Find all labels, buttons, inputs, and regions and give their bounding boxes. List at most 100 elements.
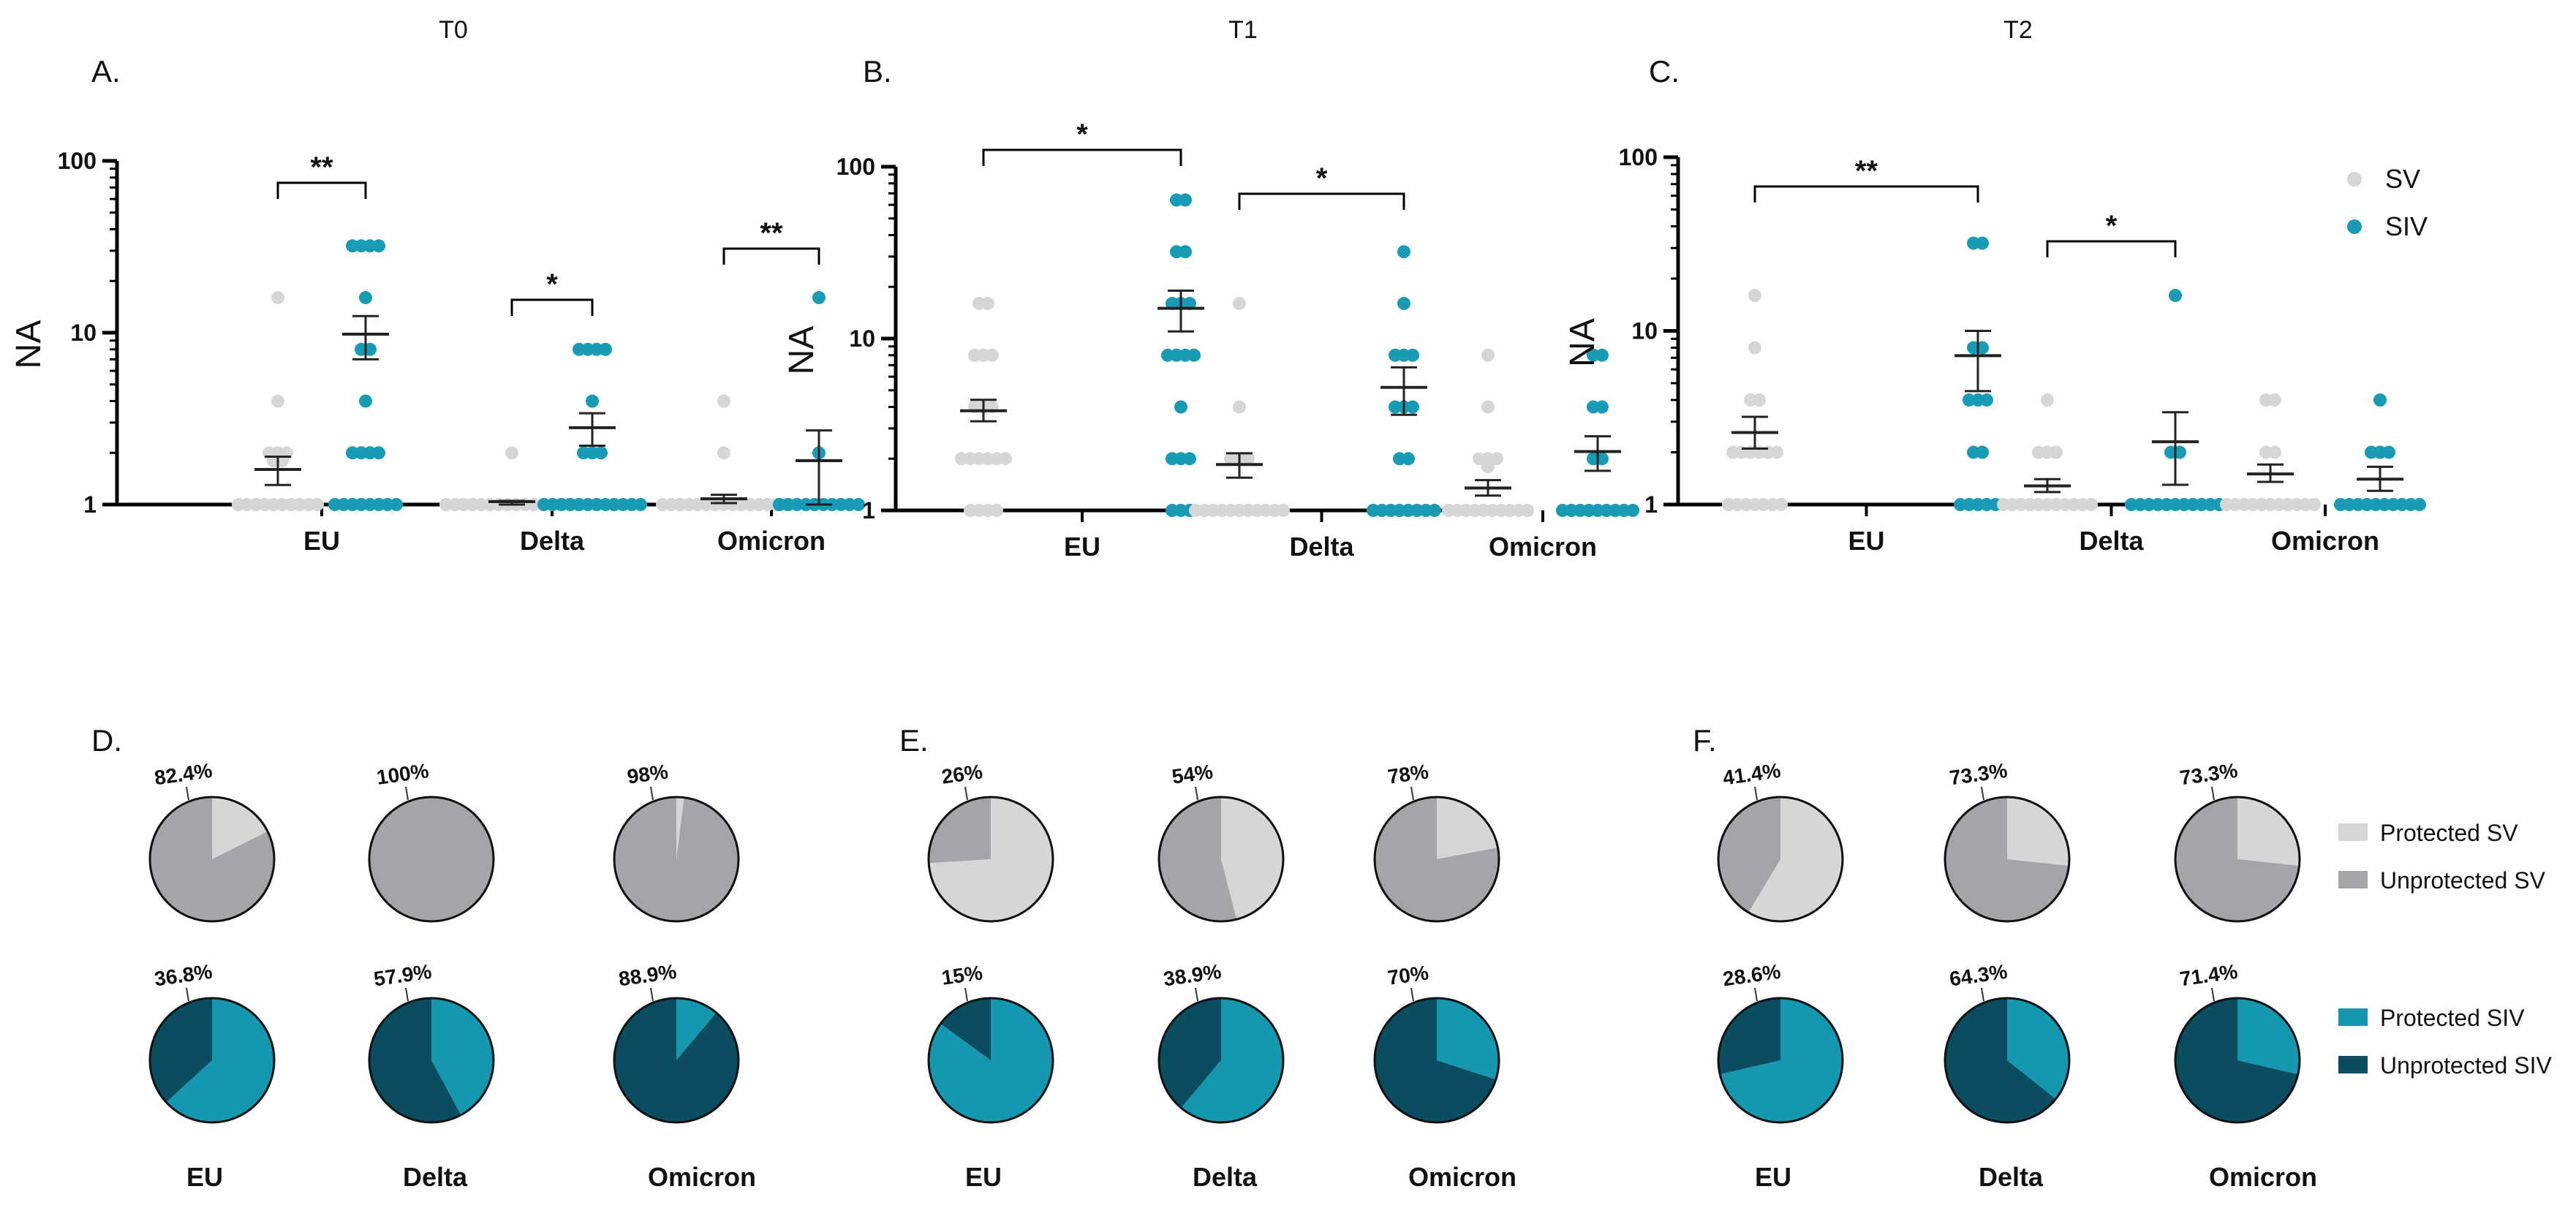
siv-point: [1626, 504, 1639, 517]
pie-label-leader: [650, 786, 654, 801]
pie-slice-protected: [676, 998, 717, 1060]
siv-point: [1976, 445, 1989, 459]
significance-bracket: [510, 298, 594, 316]
legend-swatch: [2338, 823, 2368, 841]
y-axis-label: NA: [1563, 318, 1602, 367]
pie-outline: [368, 997, 495, 1124]
pie-slice-protected: [166, 998, 274, 1122]
y-tick-label: 10: [849, 325, 875, 352]
siv-point: [1595, 400, 1609, 414]
y-tick-label: 1: [862, 497, 875, 524]
scatter-panel-t0: T0 A. NA 1 10 100 EU ** Delta * Omicron **: [10, 16, 865, 556]
sv-point: [505, 446, 518, 460]
pie-label-leader: [1195, 786, 1198, 801]
pie-chart: 41.4%: [1717, 759, 1844, 923]
pie-panel-d: D. 82.4% 36.8% EU 100% 57.9% Delta 98% 88.9% Omic…: [91, 723, 756, 1192]
pie-slice-protected: [1221, 797, 1284, 920]
legend-label: Protected SIV: [2380, 1005, 2525, 1031]
x-category-label: Omicron: [2271, 526, 2379, 556]
pie-chart: 36.8%: [148, 960, 276, 1124]
siv-point: [1406, 400, 1419, 414]
panel-letter: A.: [91, 54, 121, 88]
x-category-label: Omicron: [1489, 532, 1597, 562]
significance-label: *: [2106, 210, 2118, 242]
siv-point: [1174, 400, 1187, 414]
pie-slice-unprotected: [150, 998, 212, 1103]
panel-letter: E.: [899, 723, 929, 758]
sv-point: [1481, 400, 1495, 414]
y-tick-label: 10: [1631, 318, 1658, 344]
siv-point: [1976, 236, 1989, 250]
pie-slice-protected: [2237, 797, 2300, 867]
pie-outline: [2174, 997, 2301, 1124]
pie-outline: [1157, 997, 1285, 1124]
pie-chart: 15%: [927, 961, 1054, 1124]
y-tick-label: 1: [1644, 491, 1658, 518]
pie-outline: [2174, 796, 2301, 923]
pie-percentage-label: 64.3%: [1948, 960, 2009, 991]
pie-category-label: Delta: [1979, 1162, 2044, 1192]
x-category-label: Delta: [2079, 526, 2144, 556]
pie-label-leader: [964, 786, 968, 801]
sv-point: [1748, 341, 1761, 355]
x-category-label: Delta: [520, 526, 585, 556]
significance-bracket: [722, 247, 820, 265]
pie-slice-protected: [431, 998, 494, 1115]
legend-label: Unprotected SIV: [2380, 1052, 2552, 1079]
legend-label: SIV: [2385, 211, 2428, 241]
pie-slice-protected: [676, 797, 684, 859]
pie-category-label: Omicron: [648, 1162, 756, 1192]
x-category-label: EU: [303, 526, 340, 556]
pie-category-label: EU: [965, 1162, 1002, 1192]
panel-letter: B.: [863, 54, 892, 88]
sv-point: [990, 504, 1003, 517]
panel-letter: C.: [1649, 54, 1680, 88]
significance-label: *: [1076, 118, 1088, 151]
pie-slice-unprotected: [940, 997, 991, 1060]
pie-slice-unprotected: [613, 797, 739, 922]
pie-legend: Protected SV Unprotected SV Protected SIV U…: [2338, 820, 2552, 1079]
pie-label-leader: [650, 987, 654, 1002]
pie-panel-e: E. 26% 15% EU 54% 38.9% Delta 78% 70% Omicron: [899, 723, 1516, 1192]
pie-percentage-label: 38.9%: [1162, 960, 1223, 991]
significance-bracket: [982, 148, 1182, 166]
siv-point: [594, 446, 608, 460]
pie-chart: 70%: [1373, 961, 1500, 1124]
pie-slice-protected: [2007, 998, 2069, 1099]
legend-label: Unprotected SV: [2380, 867, 2546, 894]
pie-percentage-label: 57.9%: [372, 960, 433, 991]
y-tick-label: 100: [836, 154, 875, 180]
siv-point: [634, 498, 647, 511]
pie-percentage-label: 100%: [375, 759, 430, 789]
pie-slice-protected: [1720, 998, 1843, 1122]
sv-point: [271, 394, 284, 408]
pie-category-label: Omicron: [1408, 1162, 1516, 1192]
pie-percentage-label: 78%: [1386, 760, 1430, 788]
siv-point: [1428, 504, 1441, 517]
sv-point: [1775, 498, 1788, 511]
y-axis-label: NA: [782, 326, 821, 375]
legend-label: SV: [2385, 164, 2420, 194]
x-category-label: EU: [1064, 532, 1100, 562]
pie-percentage-label: 26%: [940, 760, 984, 788]
siv-point: [1183, 452, 1196, 466]
pie-label-leader: [405, 987, 409, 1002]
pie-chart: 38.9%: [1157, 960, 1285, 1124]
pie-slice-protected: [1437, 998, 1499, 1080]
pie-percentage-label: 73.3%: [1948, 759, 2009, 790]
timepoint-title: T1: [1228, 16, 1258, 44]
pie-slice-unprotected: [1718, 998, 1780, 1075]
pie-outline: [1944, 796, 2071, 923]
x-category-label: EU: [1848, 526, 1884, 556]
pie-percentage-label: 28.6%: [1721, 960, 1782, 991]
pie-percentage-label: 70%: [1386, 961, 1430, 989]
pie-percentage-label: 73.3%: [2178, 759, 2239, 790]
siv-point: [390, 498, 403, 511]
pie-percentage-label: 71.4%: [2178, 960, 2239, 991]
pie-outline: [613, 796, 740, 923]
scatter-legend: SV SIV: [2347, 164, 2428, 241]
siv-point: [1402, 452, 1415, 466]
significance-label: **: [1855, 155, 1878, 187]
pie-chart: 98%: [613, 760, 740, 923]
